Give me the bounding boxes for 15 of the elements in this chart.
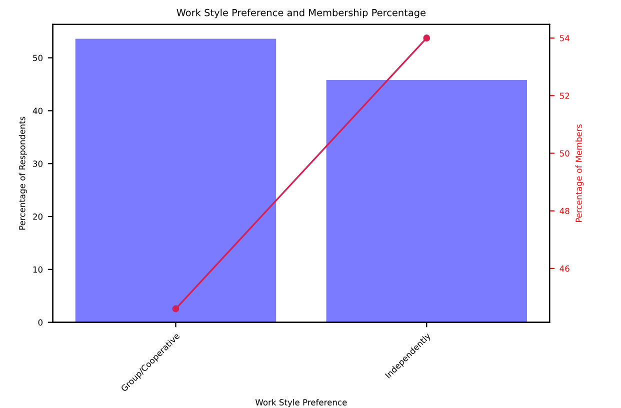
y2-axis-title: Percentage of Members — [575, 124, 584, 222]
y-axis-title: Percentage of Respondents — [18, 116, 27, 230]
y-tick-label: 40 — [32, 108, 43, 114]
y2-tick-label: 48 — [560, 208, 570, 214]
y2-tick-label: 50 — [560, 150, 570, 157]
y2-tick-label: 54 — [560, 35, 570, 42]
x-axis-title: Work Style Preference — [255, 399, 347, 408]
chart-title: Work Style Preference and Membership Percentage — [176, 8, 426, 18]
y-tick-label: 50 — [33, 54, 43, 62]
y-tick-label: 0 — [38, 319, 43, 326]
y-tick-label: 20 — [33, 213, 43, 220]
y-tick-label: 10 — [33, 266, 43, 273]
y2-tick-label: 52 — [560, 92, 570, 99]
y-tick-label: 30 — [33, 160, 43, 167]
y2-tick-label: 46 — [560, 265, 570, 272]
